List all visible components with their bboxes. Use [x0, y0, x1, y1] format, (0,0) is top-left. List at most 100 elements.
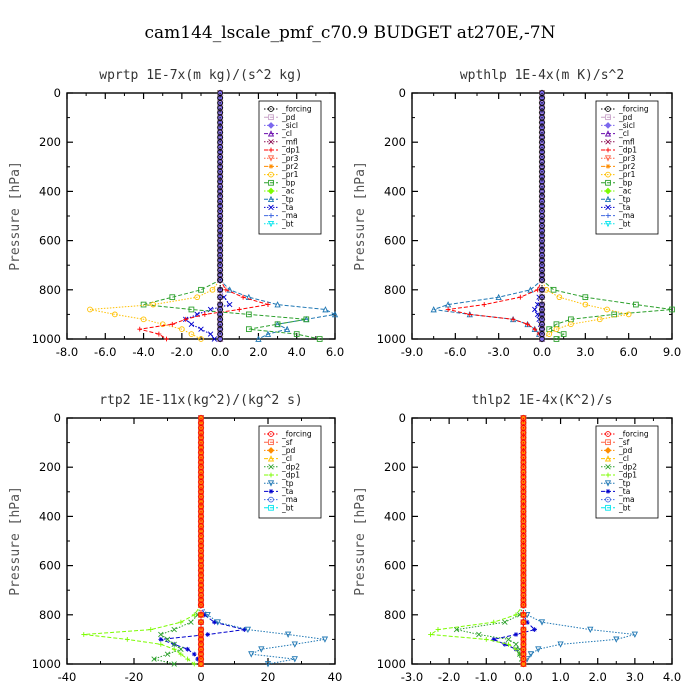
legend-entry-forcing: _forcing — [281, 105, 312, 114]
data-point — [430, 306, 437, 313]
data-point — [476, 631, 482, 638]
legend-entry-pd: _pd — [281, 113, 296, 122]
y-tick-label: 200 — [39, 460, 61, 474]
legend-marker — [268, 204, 274, 211]
data-point — [527, 651, 534, 658]
data-point — [532, 627, 537, 632]
data-point — [195, 656, 201, 662]
legend-entry-dp1: _dp1 — [618, 471, 637, 480]
legend-marker — [268, 164, 274, 169]
data-point — [226, 286, 233, 293]
legend-entry-ta: _ta — [281, 203, 293, 212]
legend-entry-pr2: _pr2 — [281, 162, 299, 171]
figure-title: cam144_lscale_pmf_c70.9 BUDGET at270E,-7… — [145, 23, 556, 43]
data-point — [532, 326, 538, 332]
legend-entry-pr1: _pr1 — [281, 170, 299, 179]
x-tick-label: 3.0 — [626, 670, 644, 684]
series-line-dp1 — [429, 418, 524, 664]
legend-entry-pr3: _pr3 — [618, 154, 636, 163]
legend-marker — [268, 106, 274, 112]
data-point — [188, 331, 195, 337]
data-point — [124, 637, 130, 642]
legend-entry-bp: _bp — [281, 178, 296, 187]
y-tick-label: 200 — [39, 135, 61, 149]
legend-entry-pr1: _pr1 — [618, 170, 636, 179]
data-point — [633, 301, 639, 308]
x-tick-label: 2.0 — [589, 670, 607, 684]
y-tick-label: 400 — [39, 184, 61, 198]
data-point — [513, 646, 519, 652]
legend-marker — [267, 130, 275, 137]
legend-marker — [267, 455, 275, 462]
legend-marker — [604, 220, 612, 228]
data-point — [560, 331, 567, 337]
legend-marker — [604, 155, 612, 162]
data-point — [525, 321, 530, 327]
legend-marker — [605, 472, 611, 478]
legend-marker — [604, 447, 612, 454]
y-tick-label: 0 — [399, 411, 406, 425]
legend-marker — [605, 147, 611, 153]
x-tick-label: 2.0 — [249, 345, 267, 359]
data-point — [502, 641, 508, 647]
data-point — [520, 661, 527, 667]
data-point — [527, 286, 534, 293]
legend-marker — [604, 195, 612, 203]
data-point — [483, 637, 489, 642]
data-point — [156, 331, 162, 337]
data-point — [535, 646, 542, 653]
data-point — [669, 306, 675, 313]
series-line-ta — [492, 418, 536, 664]
legend-marker — [605, 179, 611, 186]
y-tick-label: 800 — [39, 608, 61, 622]
data-point — [274, 301, 281, 308]
series-line-dp2 — [456, 418, 524, 665]
y-tick-label: 1000 — [32, 332, 61, 346]
data-point — [217, 336, 223, 342]
legend-entry-forcing: _forcing — [618, 105, 649, 114]
data-point — [568, 321, 574, 328]
y-tick-label: 800 — [384, 608, 406, 622]
legend-entry-ac: _ac — [618, 187, 631, 196]
data-point — [445, 307, 451, 312]
legend-entry-bt: _bt — [281, 503, 294, 512]
y-tick-label: 200 — [384, 460, 406, 474]
data-point — [244, 626, 252, 633]
legend-entry-ma: _ma — [618, 211, 635, 220]
data-point — [322, 306, 329, 313]
legend-entry-ma: _ma — [618, 495, 635, 504]
data-point — [502, 619, 508, 625]
x-tick-label: -2.0 — [438, 670, 460, 684]
legend-entry-ta: _ta — [281, 487, 293, 496]
legend-marker — [605, 171, 611, 178]
data-point — [178, 651, 184, 657]
x-tick-label: 6.0 — [620, 345, 638, 359]
data-point — [198, 661, 204, 667]
x-tick-label: 0.0 — [211, 345, 229, 359]
data-point — [191, 612, 197, 618]
data-point — [150, 301, 156, 308]
data-point — [112, 311, 118, 318]
data-point — [510, 316, 516, 322]
data-point — [240, 294, 246, 300]
legend-entry-bp: _bp — [618, 178, 633, 187]
legend-marker — [268, 147, 274, 153]
data-point — [321, 636, 329, 643]
data-point — [194, 294, 201, 301]
x-tick-label: -20 — [125, 670, 144, 684]
series-line-tp — [522, 418, 636, 665]
y-tick-label: 400 — [384, 509, 406, 523]
x-tick-label: 40 — [328, 670, 343, 684]
series-line-tp — [200, 418, 325, 665]
data-point — [185, 656, 190, 662]
legend-marker — [604, 187, 612, 195]
data-point — [248, 651, 255, 658]
data-point — [539, 336, 545, 342]
x-tick-label: -4.0 — [132, 345, 154, 359]
panel-title: thlp2 1E-4x(K^2)/s — [472, 393, 613, 408]
legend-entry-sicl: _sicl — [281, 121, 298, 130]
legend-entry-pd: _pd — [281, 446, 296, 455]
x-tick-label: 4.0 — [288, 345, 306, 359]
y-tick-label: 600 — [384, 559, 406, 573]
legend-entry-tp: _tp — [281, 195, 294, 204]
